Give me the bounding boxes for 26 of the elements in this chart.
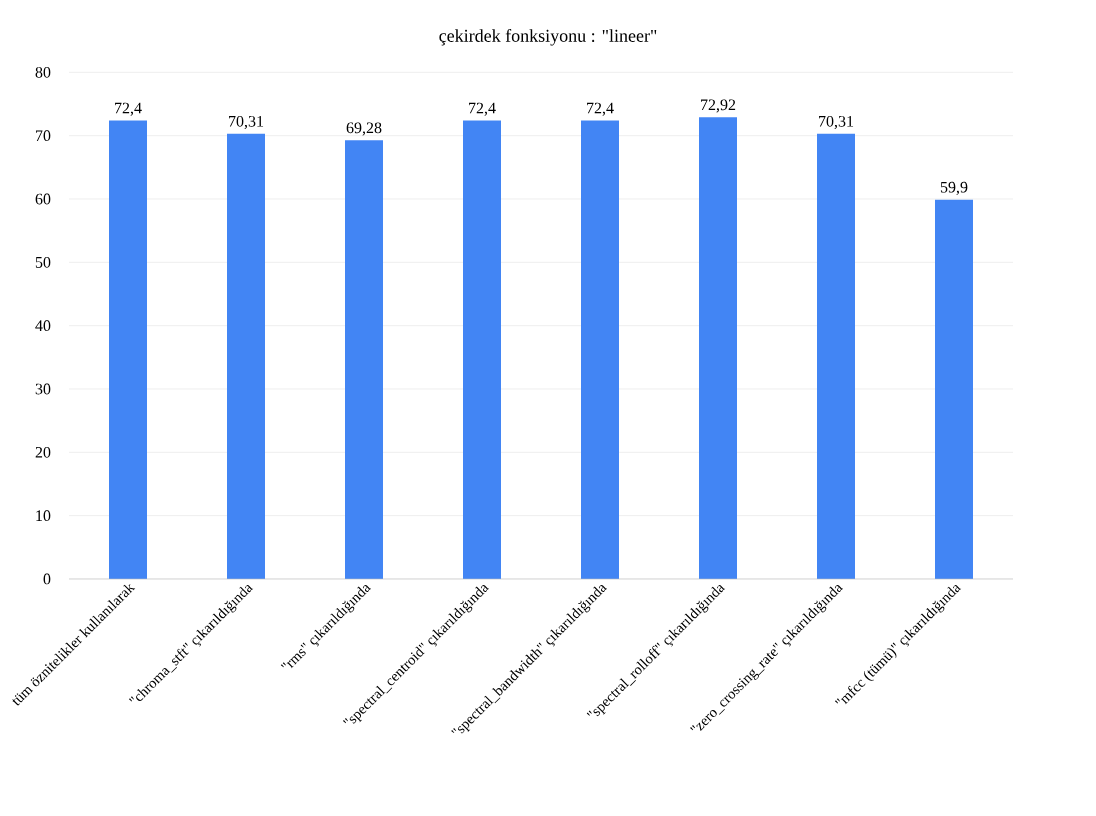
y-tick-label: 70 (36, 130, 51, 142)
bar (699, 117, 737, 579)
chart-title: çekirdek fonksiyonu : "lineer" (439, 29, 657, 46)
data-label: 72,4 (469, 102, 496, 116)
bar (345, 140, 384, 579)
data-label: 72,92 (701, 99, 736, 113)
y-tick-label: 60 (35, 193, 51, 205)
bar (581, 120, 619, 579)
bar (109, 120, 148, 579)
y-tick-label: 30 (35, 383, 51, 395)
data-label: 70,31 (229, 115, 264, 129)
data-label: 59,9 (940, 181, 968, 195)
bar (817, 133, 855, 579)
data-label: 72,4 (115, 102, 142, 116)
bar (935, 199, 973, 579)
bar (227, 133, 265, 579)
y-tick-label: 20 (35, 446, 51, 458)
y-tick-label: 80 (35, 66, 51, 78)
bar (463, 120, 501, 579)
y-tick-label: 0 (43, 573, 51, 585)
data-label: 70,31 (819, 115, 854, 129)
y-tick-label: 10 (36, 510, 51, 522)
y-tick-label: 50 (35, 256, 51, 268)
data-label: 72,4 (587, 102, 614, 116)
data-label: 69,28 (346, 122, 382, 136)
y-tick-label: 40 (35, 320, 51, 332)
